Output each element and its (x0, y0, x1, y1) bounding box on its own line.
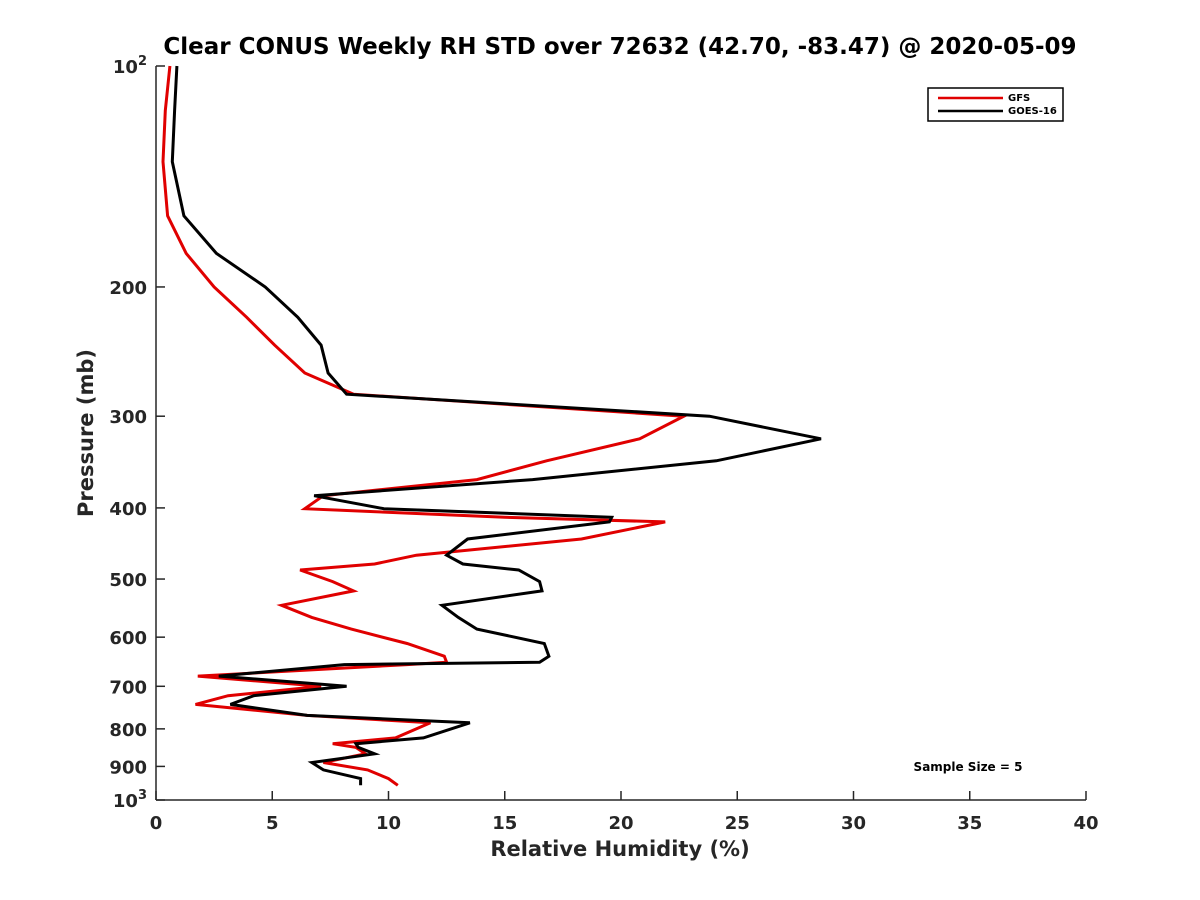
x-tick-label: 35 (957, 813, 982, 834)
x-tick-label: 15 (492, 813, 517, 834)
x-axis-label: Relative Humidity (%) (490, 837, 749, 861)
series-line-goes16 (170, 65, 822, 786)
y-tick-label: 103 (113, 788, 147, 812)
series-line-gfs (161, 65, 690, 787)
y-tick-label: 900 (109, 757, 147, 778)
series-layer (161, 65, 822, 787)
y-tick-label: 200 (109, 278, 147, 299)
x-tick-label: 40 (1073, 813, 1098, 834)
y-tick-label: 102 (113, 54, 147, 78)
x-tick-label: 25 (725, 813, 750, 834)
legend: GFS GOES-16 (927, 87, 1064, 122)
y-tick-label: 800 (109, 720, 147, 741)
axes-layer: 0 5 10 15 20 25 30 35 40 102 200 300 400 500 600 700 800… (109, 54, 1098, 834)
x-tick-label: 10 (376, 813, 401, 834)
legend-label-goes16: GOES-16 (1008, 106, 1057, 117)
y-axis-label: Pressure (mb) (74, 349, 98, 517)
legend-label-gfs: GFS (1008, 93, 1030, 104)
chart-title: Clear CONUS Weekly RH STD over 72632 (42… (163, 34, 1076, 60)
y-tick-label: 700 (109, 677, 147, 698)
x-tick-label: 30 (841, 813, 866, 834)
sample-size-annotation: Sample Size = 5 (914, 760, 1023, 774)
y-tick-label: 600 (109, 628, 147, 649)
y-tick-label: 300 (109, 407, 147, 428)
x-tick-label: 0 (150, 813, 163, 834)
y-tick-label: 500 (109, 570, 147, 591)
y-tick-label: 400 (109, 499, 147, 520)
x-tick-label: 5 (266, 813, 279, 834)
x-tick-label: 20 (608, 813, 633, 834)
legend-box (927, 87, 1064, 122)
